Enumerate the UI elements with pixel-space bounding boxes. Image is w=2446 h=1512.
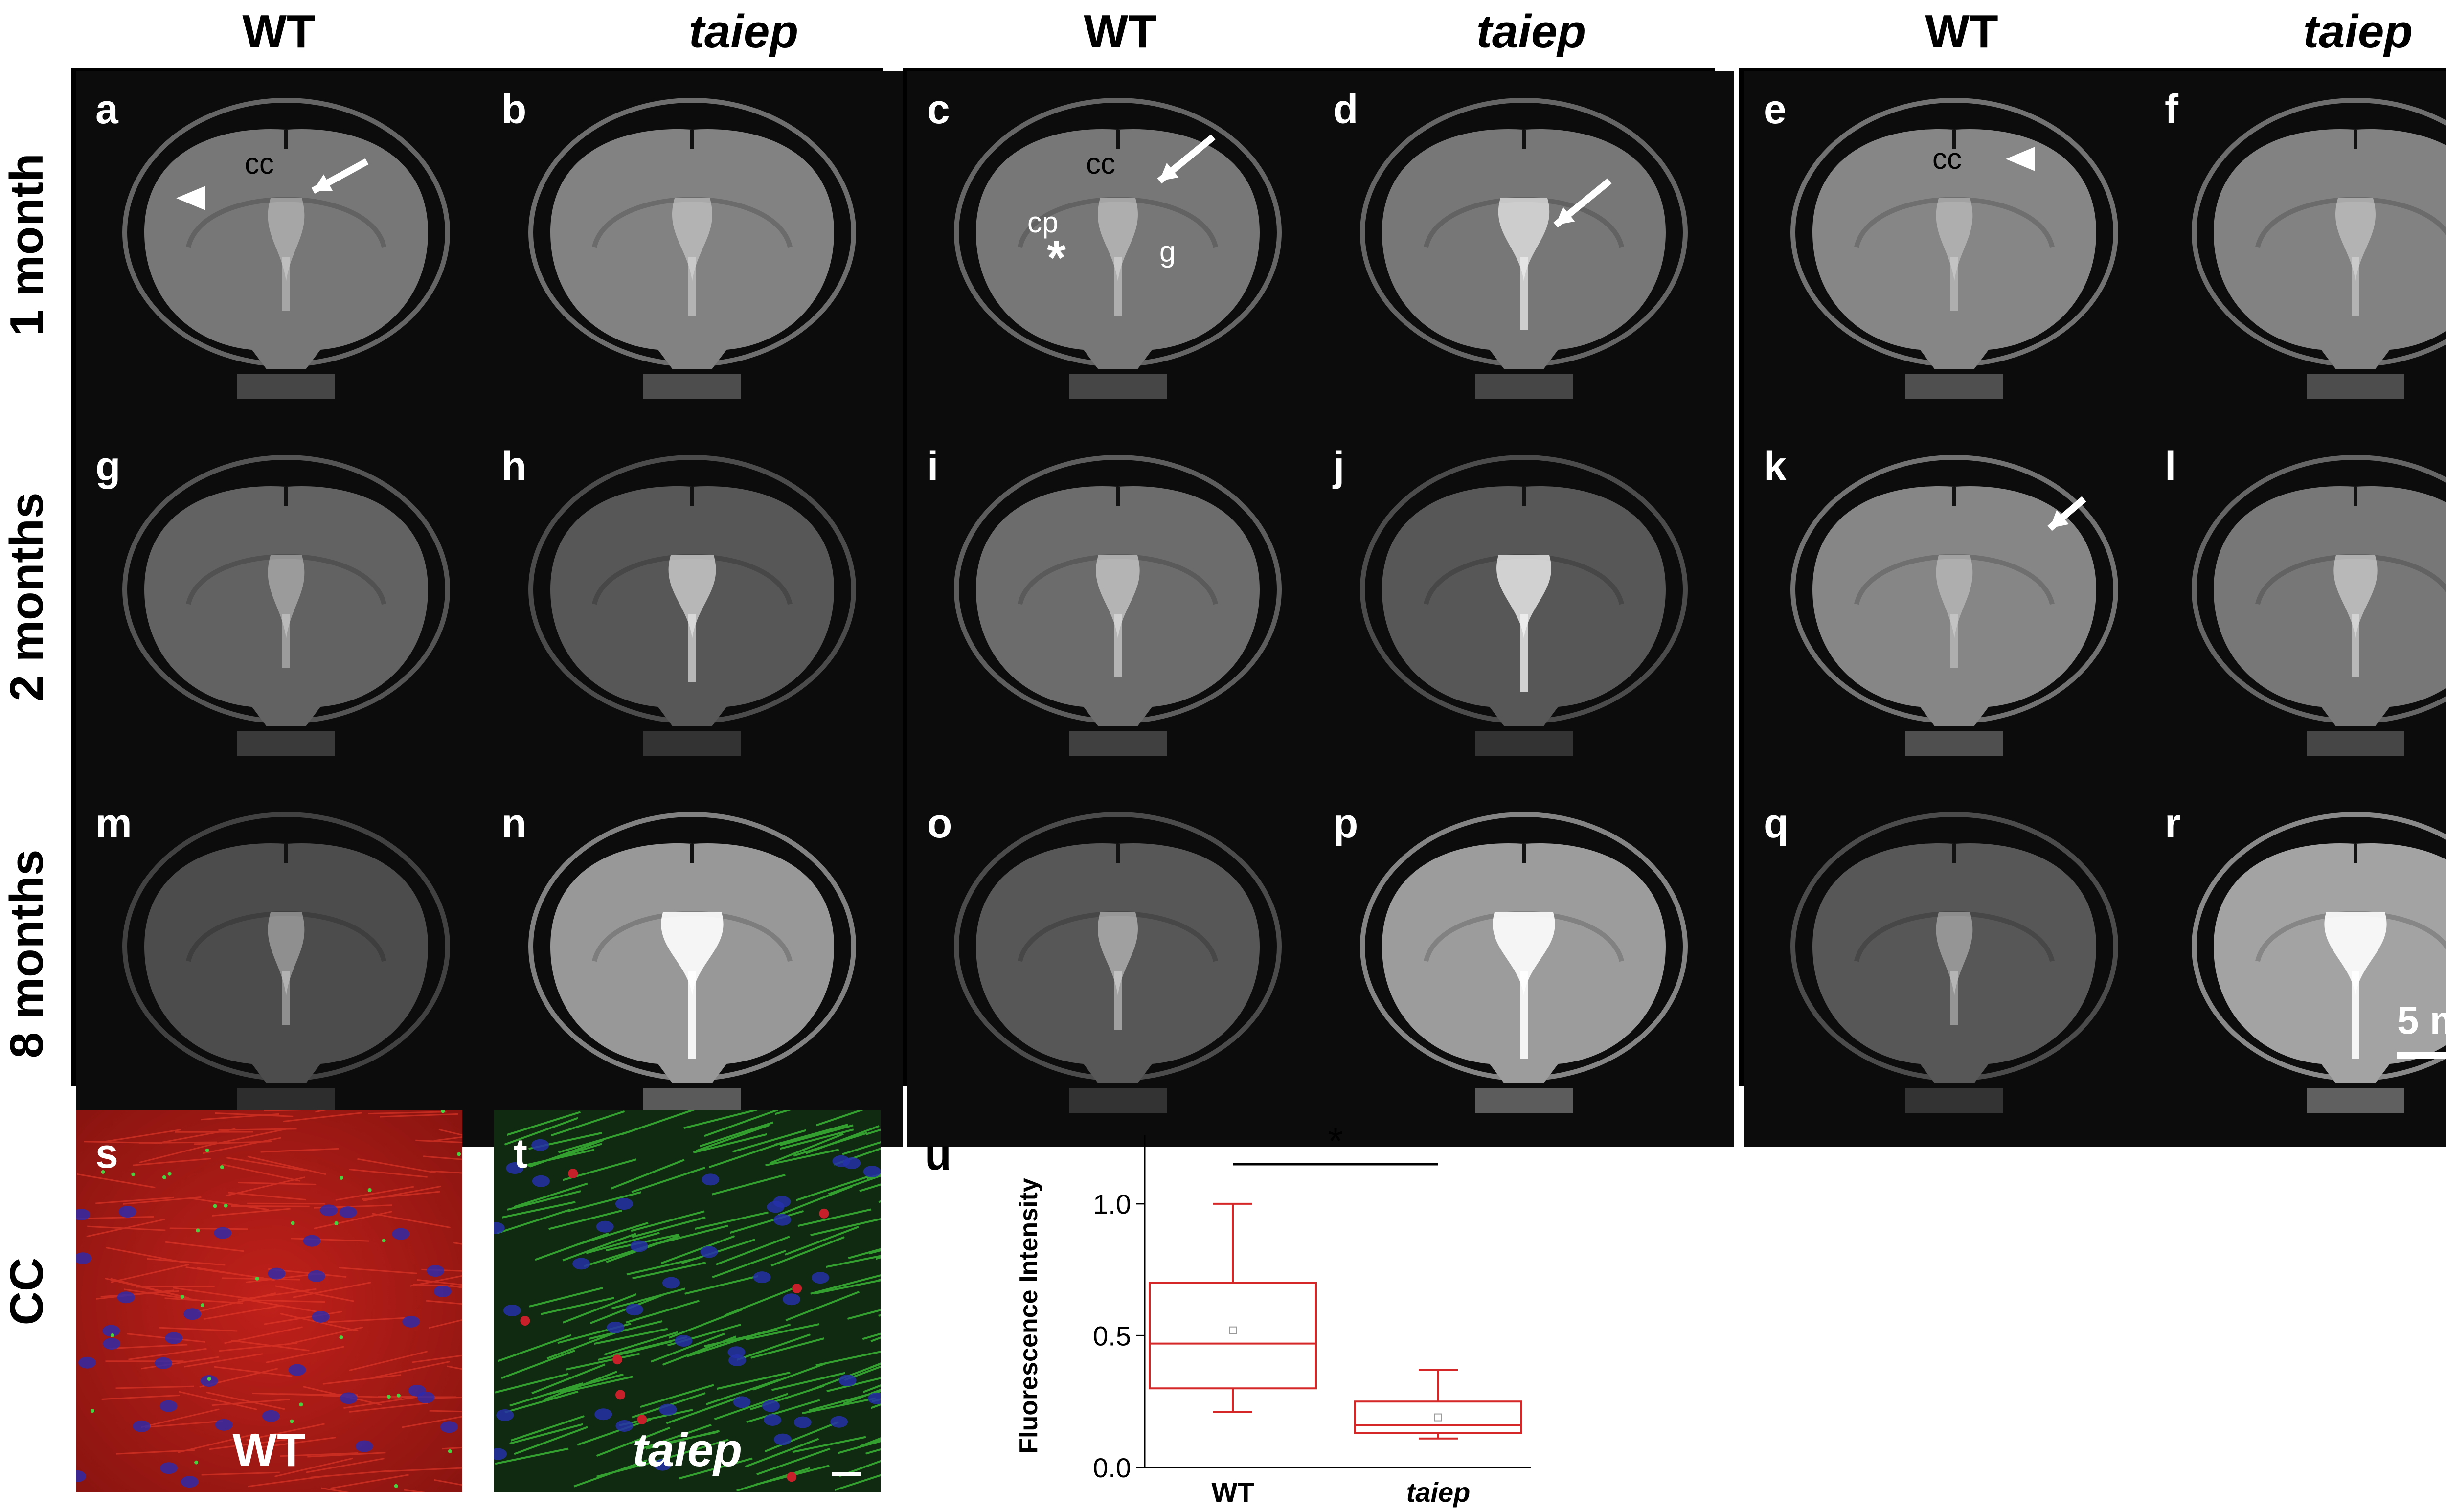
- arrowhead-icon-a: [176, 186, 205, 210]
- row-header-cc: CC: [0, 1257, 53, 1326]
- mri-panel-i: i: [907, 428, 1328, 790]
- mri-panel-j: j: [1314, 428, 1734, 790]
- panel-label-q: q: [1764, 800, 1789, 846]
- significance-star: *: [1328, 1119, 1343, 1163]
- box-WT: [1149, 1282, 1317, 1390]
- panel-label-s: s: [95, 1130, 118, 1176]
- mean-marker-taiep: [1434, 1413, 1442, 1422]
- mean-marker-WT: [1229, 1326, 1237, 1334]
- mri-panel-k: k: [1744, 428, 2165, 790]
- panel-label-c: c: [927, 86, 950, 132]
- annotation-g-g: g: [1159, 235, 1176, 268]
- y-tick-label: 0.5: [1093, 1320, 1131, 1351]
- panel-label-k: k: [1764, 443, 1787, 489]
- panel-label-e: e: [1764, 86, 1787, 132]
- annotation-asterisk-g: *: [1047, 230, 1066, 285]
- col-header-taiep-3: taiep: [2303, 5, 2413, 58]
- panel-label-t: t: [514, 1130, 527, 1176]
- annotation-cp-g: cp: [1027, 206, 1059, 239]
- micro-caption-wt: WT: [232, 1424, 306, 1476]
- x-tick-label-WT: WT: [1211, 1477, 1254, 1508]
- mri-panel-b: b: [482, 71, 903, 433]
- mri-panel-e: e: [1744, 71, 2165, 433]
- y-tick-label: 1.0: [1093, 1189, 1131, 1219]
- row-header-2-months: 2 months: [0, 492, 53, 701]
- mri-panel-o: o: [907, 785, 1328, 1147]
- row-header-8-months: 8 months: [0, 849, 53, 1059]
- annotation-cc-g: cc: [1086, 147, 1115, 180]
- box-plot-chart: 0.0 0.5 1.0 Fluorescence Intensity WT taiep *: [1015, 1119, 1531, 1508]
- mri-panel-f: f: [2145, 71, 2446, 433]
- mri-panel-h: h: [482, 428, 903, 790]
- annotation-cc-m: cc: [1932, 142, 1962, 175]
- arrowhead-icon-m: [2006, 147, 2035, 171]
- panel-label-p: p: [1333, 800, 1359, 846]
- scale-bar: [2397, 1052, 2446, 1059]
- panel-label-u: u: [925, 1130, 951, 1179]
- mri-panel-a: a: [76, 71, 497, 433]
- col-header-taiep-2: taiep: [1476, 5, 1586, 58]
- panel-label-d: d: [1333, 86, 1359, 132]
- panel-label-h: h: [501, 443, 527, 489]
- col-header-wt-1: WT: [242, 5, 316, 58]
- y-tick-label: 0.0: [1093, 1452, 1131, 1483]
- mri-panel-c: c: [907, 71, 1328, 433]
- col-header-wt-3: WT: [1925, 5, 1998, 58]
- scale-bar-label: 5 mm: [2397, 998, 2446, 1042]
- y-axis-label: Fluorescence Intensity: [1015, 1178, 1043, 1454]
- micro-caption-taiep: taiep: [632, 1424, 743, 1476]
- arrow-icon-a: [311, 158, 369, 194]
- panel-label-o: o: [927, 800, 952, 846]
- panel-label-l: l: [2165, 443, 2176, 489]
- panel-label-n: n: [501, 800, 527, 846]
- panel-label-g: g: [95, 443, 121, 489]
- mri-panel-q: q: [1744, 785, 2165, 1147]
- panel-label-m: m: [95, 800, 132, 846]
- box-taiep: [1354, 1400, 1522, 1434]
- annotation-cc-a: cc: [245, 147, 274, 180]
- micro-panel-taiep: t taiep: [494, 1110, 881, 1492]
- mri-panel-l: l: [2145, 428, 2446, 790]
- mri-panel-g: g: [76, 428, 497, 790]
- mri-panel-p: p: [1314, 785, 1734, 1147]
- arrow-icon-p: [2431, 509, 2446, 577]
- x-tick-label-taiep: taiep: [1406, 1477, 1471, 1508]
- panel-label-r: r: [2165, 800, 2181, 846]
- panel-label-b: b: [501, 86, 527, 132]
- mri-panel-m: m: [76, 785, 497, 1147]
- arrow-icon-o: [2047, 496, 2086, 531]
- arrow-icon-g: [1157, 134, 1216, 184]
- mri-panel-n: n: [482, 785, 903, 1147]
- col-header-wt-2: WT: [1084, 5, 1157, 58]
- panel-label-a: a: [95, 86, 118, 132]
- panel-label-j: j: [1333, 443, 1345, 489]
- mri-panel-r: r: [2145, 785, 2446, 1147]
- row-header-1-month: 1 month: [0, 153, 53, 336]
- panel-label-i: i: [927, 443, 939, 489]
- mri-panel-d: d: [1314, 71, 1734, 433]
- micro-panel-wt: s WT: [76, 1110, 462, 1492]
- panel-label-f: f: [2165, 86, 2178, 132]
- arrow-icon-h: [1553, 178, 1612, 228]
- col-header-taiep-1: taiep: [688, 5, 799, 58]
